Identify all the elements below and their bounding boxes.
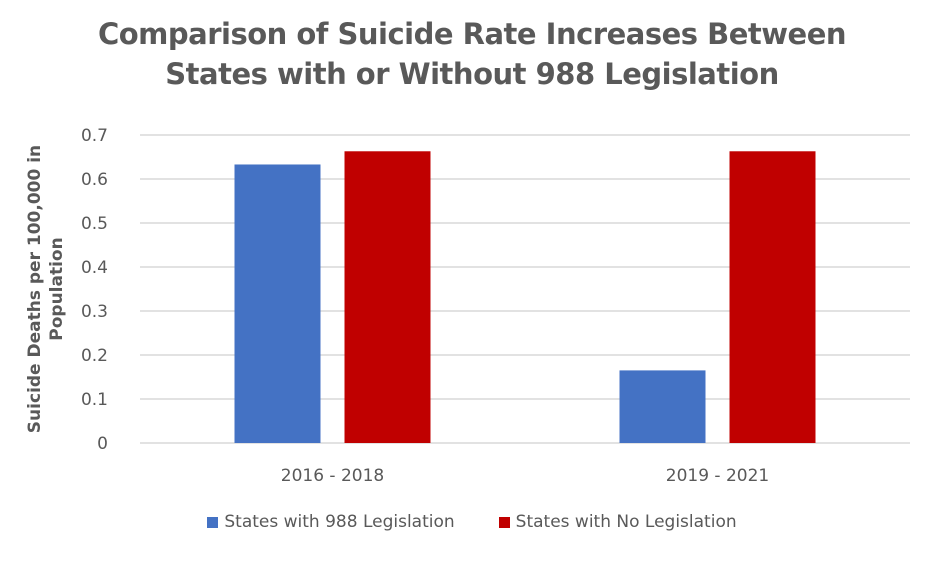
y-tick-label: 0.6 — [81, 170, 108, 190]
legend-item-no-legislation: States with No Legislation — [498, 512, 737, 532]
bar — [344, 151, 431, 443]
chart-title-line-2: States with or Without 988 Legislation — [165, 57, 779, 91]
y-tick-label: 0.5 — [81, 214, 108, 234]
y-tick-label: 0.2 — [81, 346, 108, 366]
chart-title-line-1: Comparison of Suicide Rate Increases Bet… — [97, 17, 847, 51]
legend-item-988: States with 988 Legislation — [207, 512, 455, 532]
y-tick-label: 0.3 — [81, 302, 108, 322]
y-tick-label: 0 — [97, 434, 108, 454]
bar — [619, 370, 706, 443]
y-tick-label: 0.4 — [81, 258, 108, 278]
legend-swatch-no-legislation — [498, 516, 510, 528]
bar — [729, 151, 816, 443]
legend-label-988: States with 988 Legislation — [224, 512, 455, 532]
legend-swatch-988 — [207, 516, 219, 528]
x-tick-label: 2016 - 2018 — [281, 466, 384, 486]
chart-title: Comparison of Suicide Rate Increases Bet… — [0, 14, 944, 94]
legend-label-no-legislation: States with No Legislation — [515, 512, 737, 532]
bar — [234, 164, 321, 444]
y-tick-label: 0.1 — [81, 390, 108, 410]
y-tick-label: 0.7 — [81, 126, 108, 146]
legend: States with 988 Legislation States with … — [0, 512, 944, 532]
x-tick-label: 2019 - 2021 — [666, 466, 769, 486]
